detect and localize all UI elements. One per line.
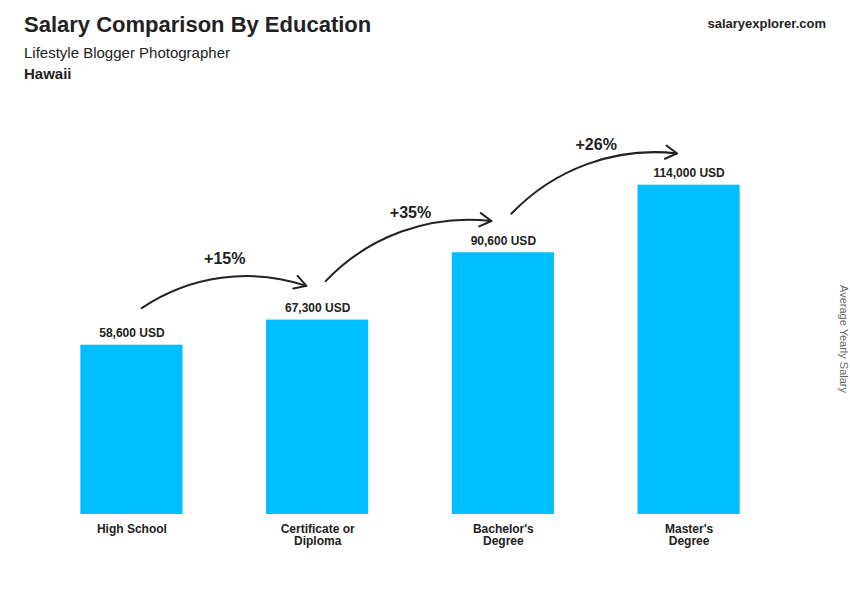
html-text:Salary Comparison By Education: Salary Comparison By Education [24,12,372,37]
svg-text:Master'sDegree: Master'sDegree [665,522,714,548]
svg-text:High School: High School [97,522,167,536]
svg-text:90,600 USD: 90,600 USD [471,234,537,248]
svg-text:Bachelor'sDegree: Bachelor'sDegree [473,522,534,548]
svg-text:Certificate orDiploma: Certificate orDiploma [281,522,355,548]
html-text:salaryexplorer.com: salaryexplorer.com [707,16,826,31]
svg-text:+35%: +35% [390,204,431,221]
html-text:Average Yearly Salary: Average Yearly Salary [838,285,850,393]
svg-text:67,300 USD: 67,300 USD [285,301,351,315]
svg-text:58,600 USD: 58,600 USD [99,326,165,340]
svg-text:+26%: +26% [576,136,617,153]
html-text:Hawaii: Hawaii [24,65,72,82]
svg-text:114,000 USD: 114,000 USD [653,166,725,180]
html-text:Lifestyle Blogger Photographer: Lifestyle Blogger Photographer [24,44,230,61]
svg-text:+15%: +15% [204,250,245,267]
